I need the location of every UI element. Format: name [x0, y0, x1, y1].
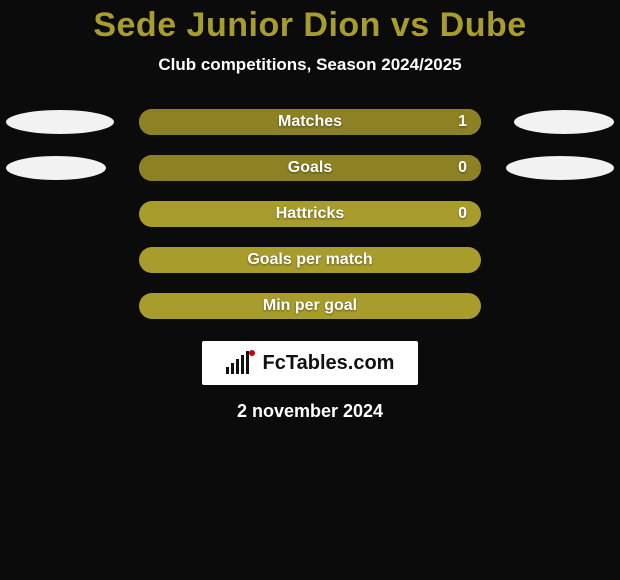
bar-chart-icon — [226, 352, 257, 374]
stat-label: Hattricks — [276, 205, 344, 223]
stat-bar: Matches 1 — [139, 109, 481, 135]
page-title: Sede Junior Dion vs Dube — [0, 0, 620, 45]
brand-logo: FcTables.com — [202, 341, 418, 385]
comparison-card: Sede Junior Dion vs Dube Club competitio… — [0, 0, 620, 580]
stat-label: Goals — [288, 159, 332, 177]
stat-label: Goals per match — [247, 251, 372, 269]
stat-value: 0 — [458, 205, 467, 223]
stat-row: Goals per match — [0, 247, 620, 273]
stat-row: Hattricks 0 — [0, 201, 620, 227]
stat-row: Min per goal — [0, 293, 620, 319]
stat-value: 0 — [458, 159, 467, 177]
side-ellipse — [6, 110, 114, 134]
side-ellipse — [506, 156, 614, 180]
stat-bar: Goals 0 — [139, 155, 481, 181]
stat-label: Matches — [278, 113, 342, 131]
stat-rows: Matches 1 Goals 0 Hattricks 0 Goals per match M… — [0, 109, 620, 319]
stat-bar: Min per goal — [139, 293, 481, 319]
stat-label: Min per goal — [263, 297, 357, 315]
brand-logo-text: FcTables.com — [263, 352, 395, 375]
subtitle: Club competitions, Season 2024/2025 — [0, 55, 620, 75]
side-ellipse — [6, 156, 106, 180]
stat-row: Matches 1 — [0, 109, 620, 135]
stat-value: 1 — [458, 113, 467, 131]
side-ellipse — [514, 110, 614, 134]
footer-date: 2 november 2024 — [0, 401, 620, 422]
stat-bar: Hattricks 0 — [139, 201, 481, 227]
stat-bar: Goals per match — [139, 247, 481, 273]
stat-row: Goals 0 — [0, 155, 620, 181]
